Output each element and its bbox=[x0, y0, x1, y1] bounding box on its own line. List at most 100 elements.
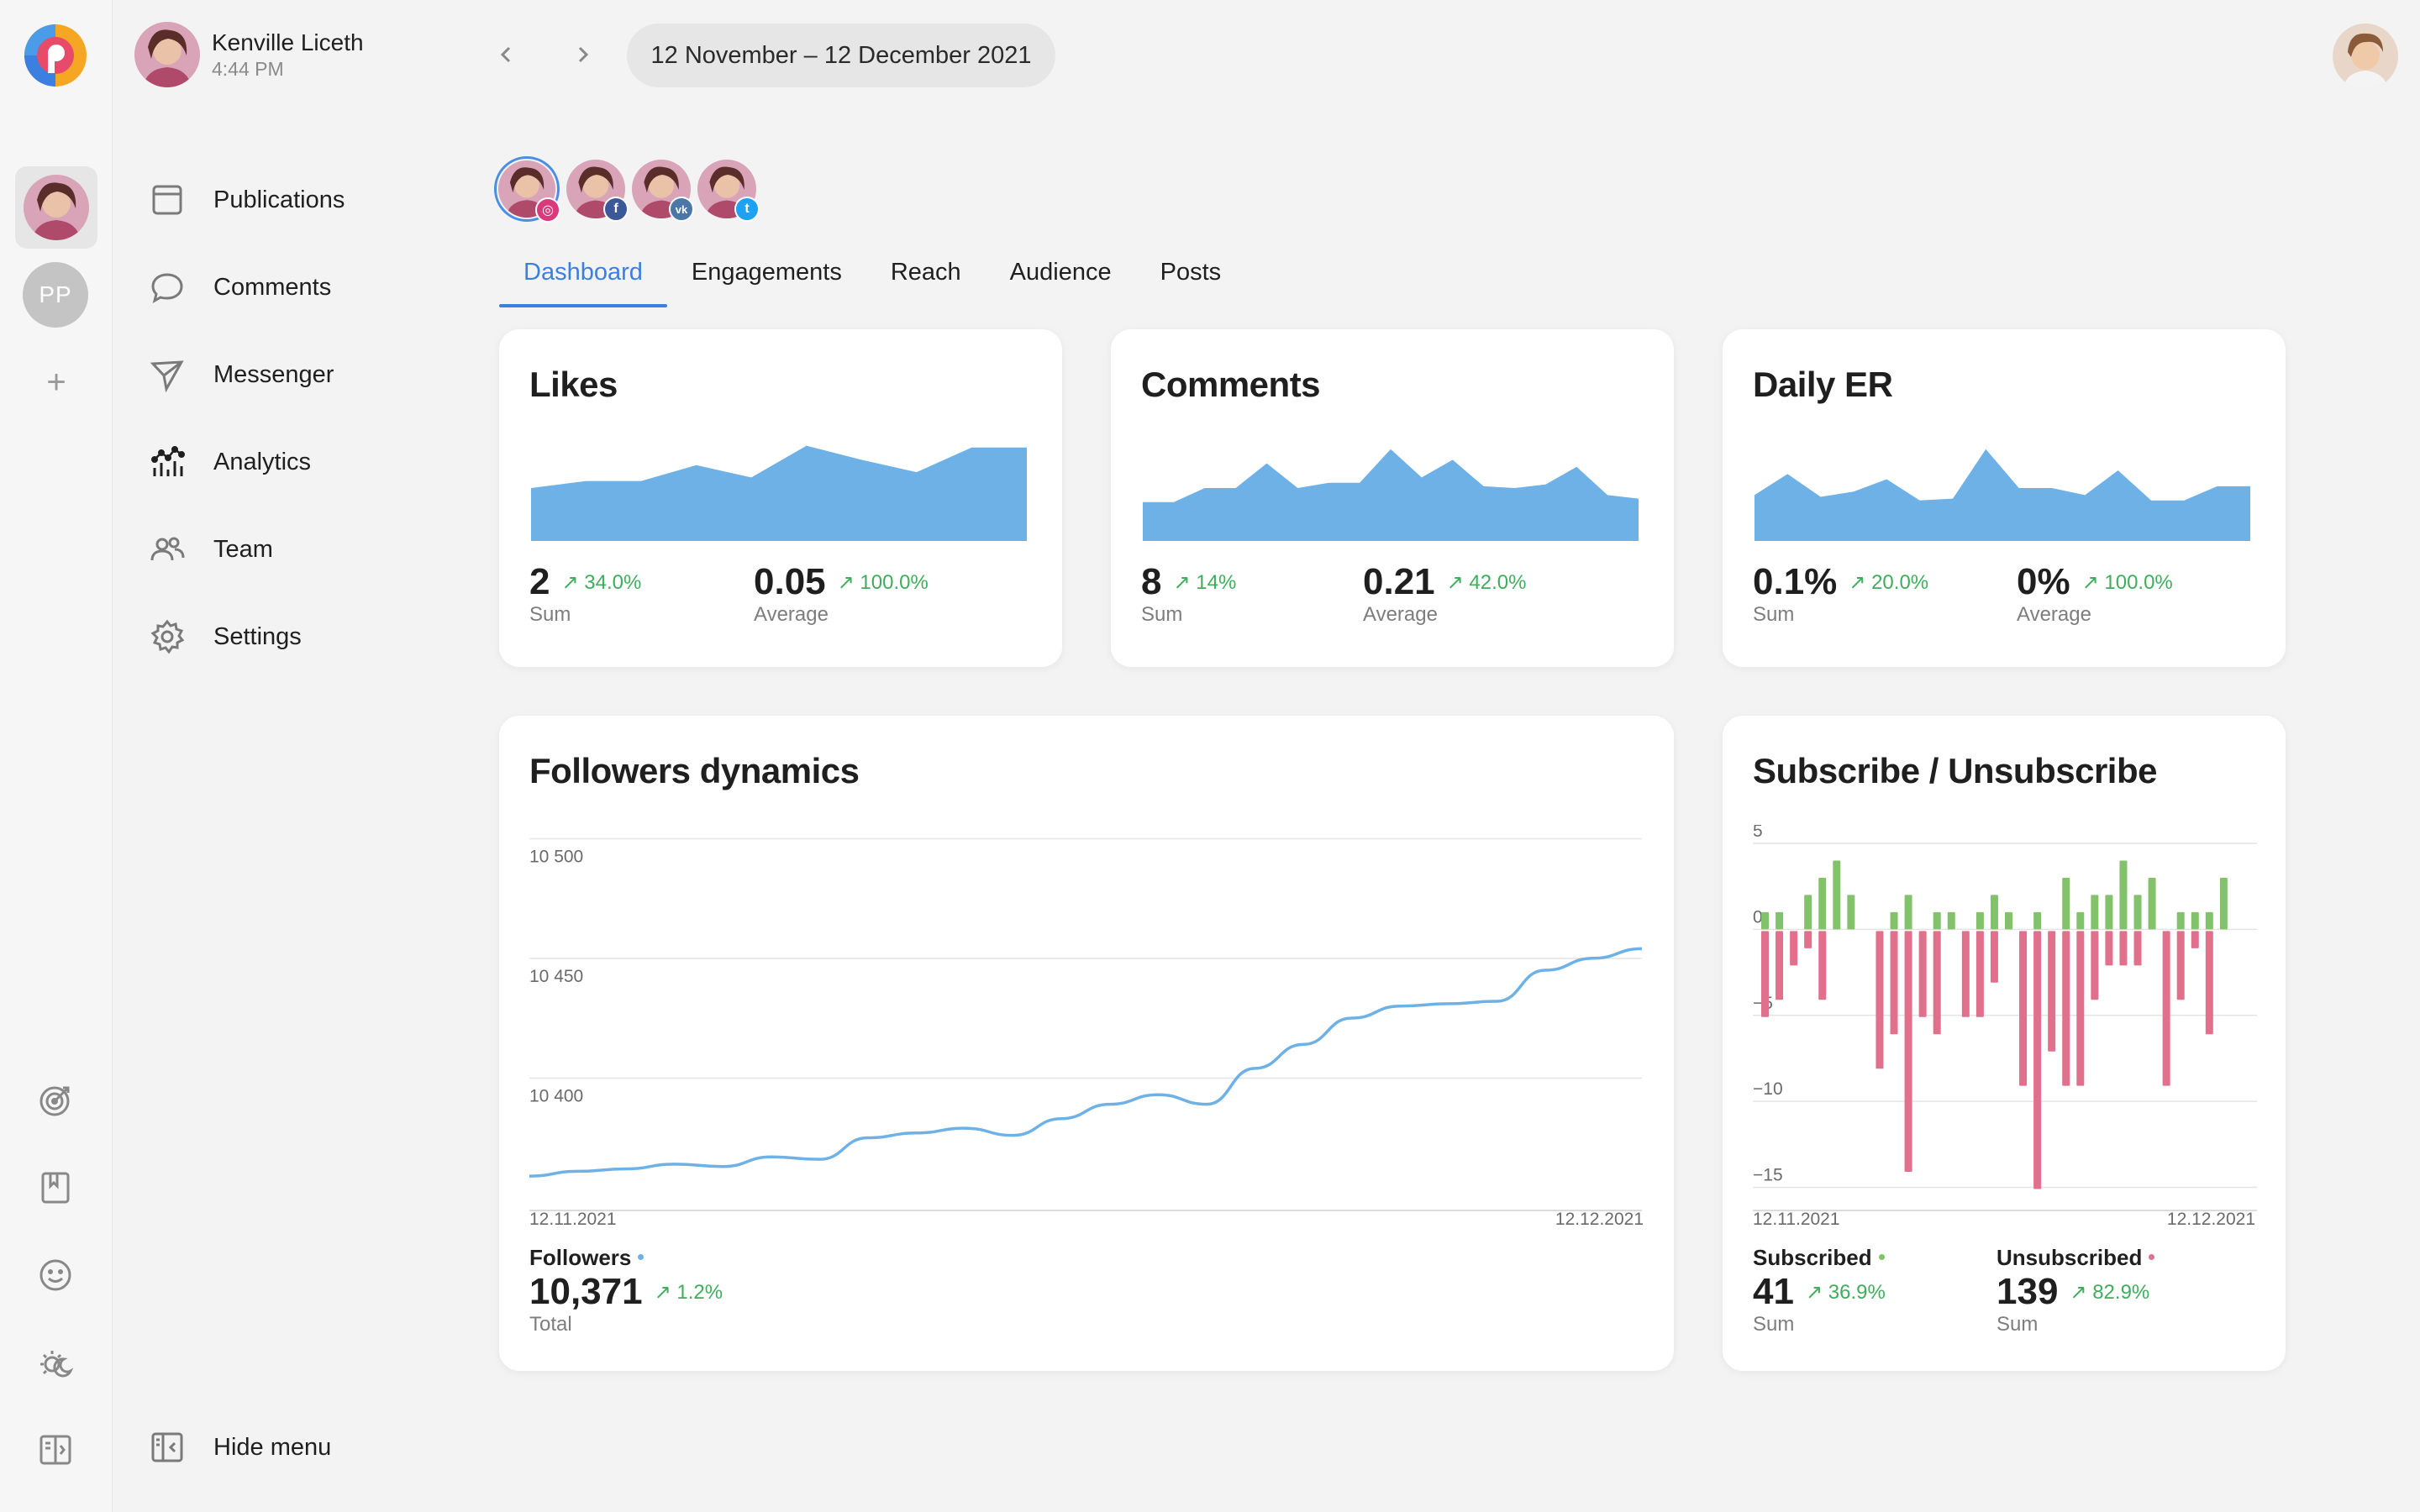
stat-value: 41 bbox=[1753, 1271, 1794, 1312]
subscribed-bar bbox=[1818, 877, 1827, 930]
subscribed-bar bbox=[2105, 895, 2113, 930]
area-series bbox=[531, 445, 1027, 541]
previous-period-button[interactable] bbox=[492, 40, 521, 69]
legend-dot bbox=[2149, 1254, 2155, 1260]
analytics-icon bbox=[151, 446, 185, 476]
likes-sum: 2 ↗ 34.0% Sum bbox=[529, 561, 641, 627]
subscribed-bar bbox=[1947, 911, 1955, 930]
er-sum: 0.1% ↗ 20.0% Sum bbox=[1753, 561, 1928, 627]
date-range-picker[interactable]: 12 November – 12 December 2021 bbox=[627, 24, 1055, 87]
unsubscribed-bar bbox=[2162, 931, 2170, 1086]
sidebar-item-messenger[interactable]: Messenger bbox=[148, 353, 345, 396]
account-kenville[interactable] bbox=[15, 166, 97, 249]
unsubscribed-bar bbox=[2205, 931, 2213, 1035]
unsubscribed-bar bbox=[1904, 931, 1912, 1173]
sidebar-item-team[interactable]: Team bbox=[148, 528, 345, 571]
account-pp[interactable]: PP bbox=[23, 262, 88, 328]
hide-menu-button[interactable]: Hide menu bbox=[148, 1428, 331, 1467]
unsubscribed-bar bbox=[1933, 931, 1941, 1035]
sidebar-item-comments[interactable]: Comments bbox=[148, 265, 345, 309]
analytics-tabs: Dashboard Engagements Reach Audience Pos… bbox=[499, 250, 1245, 307]
stat-label: Average bbox=[754, 603, 829, 626]
unsubscribed-bar bbox=[1990, 931, 1998, 983]
followers-series-line bbox=[529, 947, 1642, 1178]
subscribed-bar bbox=[2033, 911, 2042, 930]
unsubscribed-bar bbox=[2191, 931, 2199, 948]
subscribed-bar bbox=[1975, 911, 1984, 930]
stat-label: Sum bbox=[1753, 603, 1795, 626]
legend-subscribed: Subscribed bbox=[1753, 1245, 1886, 1271]
followers-line-chart: 10 500 10 450 10 400 bbox=[529, 837, 1642, 1211]
smiley-icon[interactable] bbox=[37, 1257, 74, 1294]
target-icon[interactable] bbox=[37, 1082, 74, 1119]
stat-delta: ↗ 100.0% bbox=[837, 571, 929, 594]
subscribed-bar bbox=[2219, 877, 2228, 930]
area-series bbox=[1143, 449, 1639, 541]
unsubscribed-bar bbox=[1975, 931, 1984, 1017]
tab-reach[interactable]: Reach bbox=[890, 259, 961, 286]
social-account-vk[interactable]: vk bbox=[632, 160, 694, 222]
y-tick-label: 5 bbox=[1753, 825, 1763, 841]
subscribed-bar bbox=[1990, 895, 1998, 930]
likes-area-chart bbox=[531, 445, 1027, 541]
unsubscribed-bar bbox=[1961, 931, 1970, 1017]
followers-total: Followers 10,371 ↗ 1.2% Total bbox=[529, 1245, 723, 1336]
sidebar-item-label: Comments bbox=[213, 273, 332, 301]
subscribed-bar bbox=[1804, 895, 1812, 930]
card-title: Likes bbox=[529, 365, 618, 404]
subscribe-card: Subscribe / Unsubscribe 50−5−10−15 12.11… bbox=[1723, 716, 2286, 1371]
sidebar-item-analytics[interactable]: Analytics bbox=[148, 440, 345, 484]
stat-label: Total bbox=[529, 1313, 572, 1336]
user-avatar[interactable] bbox=[2333, 24, 2398, 89]
calendar-icon bbox=[152, 185, 182, 215]
subscribed-bar bbox=[1776, 911, 1784, 930]
unsubscribed-bar bbox=[2133, 931, 2142, 966]
unsubscribed-bar bbox=[1776, 931, 1784, 1000]
panel-toggle-icon[interactable] bbox=[37, 1431, 74, 1468]
speech-bubble-icon bbox=[151, 273, 183, 304]
facebook-icon: f bbox=[603, 197, 629, 222]
legend-dot bbox=[638, 1254, 644, 1260]
unsubscribed-bar bbox=[1790, 931, 1798, 966]
subscribed-bar bbox=[2076, 911, 2085, 930]
stat-delta: ↗ 82.9% bbox=[2070, 1281, 2150, 1304]
stat-delta: ↗ 34.0% bbox=[561, 571, 642, 594]
next-period-button[interactable] bbox=[568, 40, 597, 69]
subscribed-bar bbox=[2119, 860, 2128, 930]
profile-header[interactable]: Kenville Liceth 4:44 PM bbox=[134, 22, 364, 87]
x-axis-end-label: 12.12.2021 bbox=[1555, 1210, 1644, 1229]
add-account-button[interactable]: + bbox=[46, 364, 66, 401]
theme-toggle-icon[interactable] bbox=[37, 1344, 74, 1381]
stat-label: Sum bbox=[1141, 603, 1183, 626]
social-account-twitter[interactable]: t bbox=[697, 160, 760, 222]
social-account-facebook[interactable]: f bbox=[566, 160, 629, 222]
unsubscribed-bar bbox=[1818, 931, 1827, 1000]
unsubscribed-sum: Unsubscribed 139 ↗ 82.9% Sum bbox=[1996, 1245, 2155, 1336]
unsubscribed-bar bbox=[2091, 931, 2099, 1000]
tab-engagements[interactable]: Engagements bbox=[691, 259, 842, 286]
comments-area-chart bbox=[1143, 449, 1639, 541]
comments-average: 0.21 ↗ 42.0% Average bbox=[1363, 561, 1526, 627]
book-icon[interactable] bbox=[37, 1169, 74, 1206]
unsubscribed-bar bbox=[2019, 931, 2028, 1086]
subscribe-bar-chart: 50−5−10−15 bbox=[1753, 825, 2257, 1211]
tab-dashboard[interactable]: Dashboard bbox=[499, 250, 667, 307]
stat-value: 0.05 bbox=[754, 561, 826, 602]
unsubscribed-bar bbox=[2076, 931, 2085, 1086]
stat-label: Sum bbox=[1753, 1313, 1795, 1336]
social-account-instagram[interactable]: ◎ bbox=[494, 156, 560, 223]
stat-delta: ↗ 20.0% bbox=[1849, 571, 1929, 594]
unsubscribed-bar bbox=[1804, 931, 1812, 948]
sidebar-item-publications[interactable]: Publications bbox=[148, 178, 345, 222]
likes-card: Likes 2 ↗ 34.0% Sum 0.05 ↗ 100.0% Average bbox=[499, 329, 1062, 667]
profile-time: 4:44 PM bbox=[212, 57, 284, 80]
tab-posts[interactable]: Posts bbox=[1160, 259, 1222, 286]
stat-value: 0% bbox=[2017, 561, 2070, 602]
app-logo[interactable] bbox=[23, 23, 88, 88]
y-tick-label: 10 450 bbox=[529, 967, 583, 986]
card-title: Comments bbox=[1141, 365, 1321, 404]
daily-er-card: Daily ER 0.1% ↗ 20.0% Sum 0% ↗ 100.0% Aver… bbox=[1723, 329, 2286, 667]
unsubscribed-bar bbox=[2119, 931, 2128, 966]
tab-audience[interactable]: Audience bbox=[1009, 259, 1112, 286]
sidebar-item-settings[interactable]: Settings bbox=[148, 615, 345, 659]
